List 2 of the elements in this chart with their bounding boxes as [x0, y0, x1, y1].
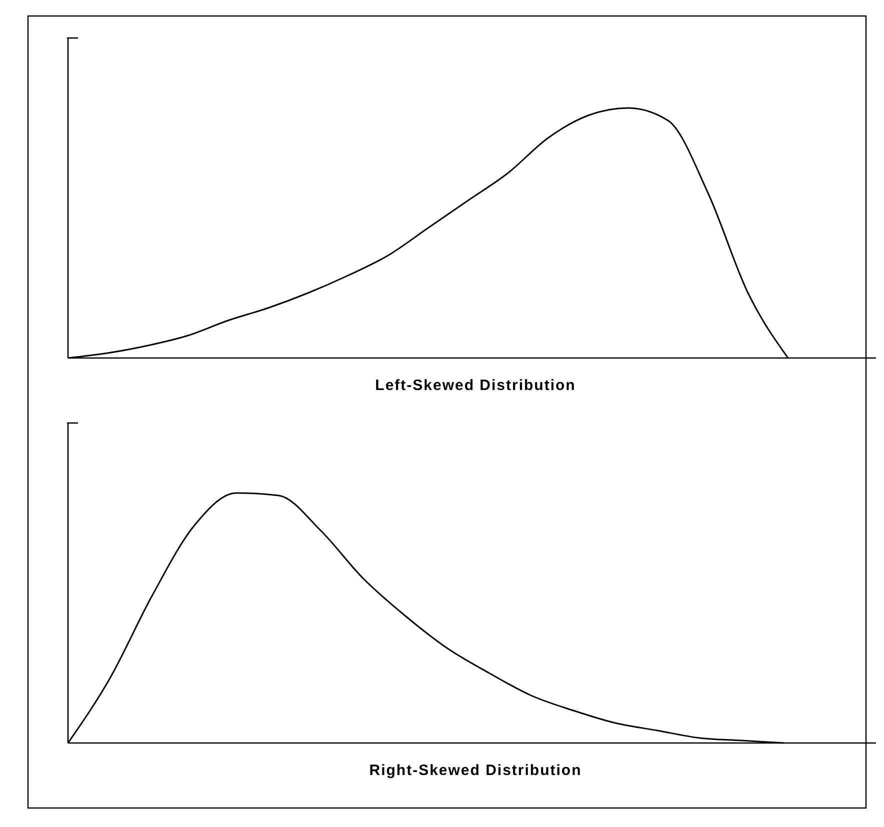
x-axis-title: Right-Skewed Distribution: [369, 762, 582, 779]
x-axis-title: Left-Skewed Distribution: [375, 377, 576, 394]
